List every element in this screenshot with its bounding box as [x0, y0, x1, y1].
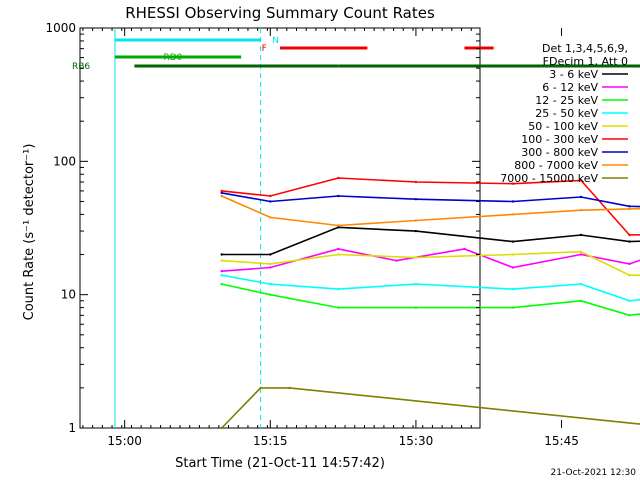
legend-entry-7: 800 - 7000 keV	[514, 159, 598, 172]
series-3-point-2	[337, 287, 340, 291]
series-4-point-4	[511, 253, 515, 256]
x-tick-label-1: 15:15	[253, 434, 288, 448]
series-line-0	[221, 226, 640, 256]
series-3-point-6	[628, 299, 631, 302]
series-5-point-4	[511, 182, 515, 185]
series-5-point-1	[269, 194, 272, 198]
series-4-point-1	[269, 262, 272, 266]
series-5-point-6	[628, 233, 631, 237]
series-1-point-2	[337, 247, 340, 251]
series-0-point-5	[579, 233, 583, 237]
y-tick-label-0: 1	[68, 421, 76, 435]
series-3-point-3	[414, 282, 418, 286]
series-1-point-5	[511, 266, 515, 269]
series-1-point-3	[395, 259, 398, 262]
series-1-point-7	[628, 262, 631, 266]
series-7-point-4	[511, 213, 515, 216]
series-5-point-2	[337, 176, 340, 180]
series-4-point-3	[414, 256, 418, 259]
series-3-point-4	[511, 287, 515, 291]
series-5-point-3	[414, 180, 418, 184]
series-4-point-2	[337, 253, 340, 256]
bar-label-flare: F	[262, 44, 267, 54]
series-3-point-5	[579, 282, 583, 286]
series-1-point-1	[269, 266, 272, 269]
legend-entry-4: 50 - 100 keV	[528, 120, 598, 133]
series-8-point-0	[220, 426, 223, 430]
series-8-point-2	[288, 386, 291, 390]
legend-entry-6: 300 - 800 keV	[521, 146, 598, 159]
x-tick-label-3: 15:45	[544, 434, 579, 448]
bar-label-rb6: RB6	[72, 62, 90, 72]
series-6-point-0	[220, 191, 223, 195]
legend: Det 1,3,4,5,6,9,FDecim 1, Att 03 - 6 keV…	[500, 42, 628, 185]
series-7-point-0	[220, 194, 223, 198]
legend-entry-5: 100 - 300 keV	[521, 133, 598, 146]
x-axis-label: Start Time (21-Oct-11 14:57:42)	[175, 456, 385, 471]
series-0-point-3	[414, 229, 418, 233]
series-5-point-0	[220, 189, 223, 193]
y-tick-label-1: 10	[61, 288, 76, 302]
bar-label-rd0: RD0	[163, 53, 182, 63]
plot-frame	[79, 27, 481, 429]
series-3-point-0	[220, 274, 223, 277]
series-0-point-1	[269, 253, 272, 256]
x-tick-label-2: 15:30	[399, 434, 434, 448]
series-2-point-4	[511, 306, 515, 309]
series-2-point-2	[337, 306, 340, 309]
series-7-point-3	[414, 219, 418, 222]
series-7-point-5	[579, 209, 583, 212]
legend-entry-1: 6 - 12 keV	[542, 81, 598, 94]
series-2-point-0	[220, 282, 223, 286]
series-0-point-2	[337, 226, 340, 229]
series-1-point-4	[463, 247, 466, 251]
series-7-point-1	[269, 216, 272, 219]
y-axis-label: Count Rate (s⁻¹ detector⁻¹)	[22, 144, 37, 321]
legend-entry-2: 12 - 25 keV	[535, 94, 598, 107]
series-0-point-0	[220, 253, 223, 256]
series-4-point-6	[628, 274, 631, 277]
legend-header-1: FDecim 1, Att 0	[543, 55, 628, 68]
plot-area	[79, 27, 481, 429]
series-5-point-5	[579, 179, 583, 182]
footer-date: 21-Oct-2021 12:30	[551, 468, 637, 478]
vertical-markers	[114, 28, 262, 428]
series-3-point-1	[269, 282, 272, 286]
series-6-point-3	[414, 198, 418, 201]
series-2-point-5	[579, 299, 583, 302]
observing-bars: NF RD0 RB6	[72, 36, 640, 72]
x-tick-label-0: 15:00	[107, 434, 142, 448]
chart-title: RHESSI Observing Summary Count Rates	[125, 4, 435, 22]
legend-entry-0: 3 - 6 keV	[549, 68, 598, 81]
legend-entry-8: 7000 - 15000 keV	[500, 172, 598, 185]
legend-header-0: Det 1,3,4,5,6,9,	[542, 42, 628, 55]
series-6-point-4	[511, 200, 515, 203]
y-tick-label-2: 100	[53, 154, 76, 168]
series-1-point-0	[220, 270, 223, 273]
series-7-point-6	[628, 207, 631, 211]
series-6-point-2	[337, 194, 340, 198]
y-tick-label-3: 1000	[45, 21, 76, 35]
axes: 15:0015:1515:3015:4516:0016:1516:3011010…	[45, 21, 579, 448]
series-1-point-6	[579, 253, 583, 256]
series-2-point-3	[414, 306, 418, 309]
series-7-point-2	[337, 224, 340, 227]
series-4-point-0	[220, 259, 223, 262]
series-6-point-6	[628, 205, 631, 208]
series-4-point-5	[579, 250, 583, 253]
legend-entry-3: 25 - 50 keV	[535, 107, 598, 120]
series-8-point-1	[259, 386, 262, 390]
series-lines	[220, 176, 640, 430]
series-6-point-5	[579, 195, 583, 199]
series-0-point-4	[511, 240, 515, 243]
series-line-1	[221, 248, 640, 272]
series-2-point-1	[269, 293, 272, 296]
bar-label-night: N	[272, 36, 279, 46]
series-2-point-6	[628, 314, 631, 317]
series-6-point-1	[269, 200, 272, 203]
series-0-point-6	[628, 240, 631, 243]
